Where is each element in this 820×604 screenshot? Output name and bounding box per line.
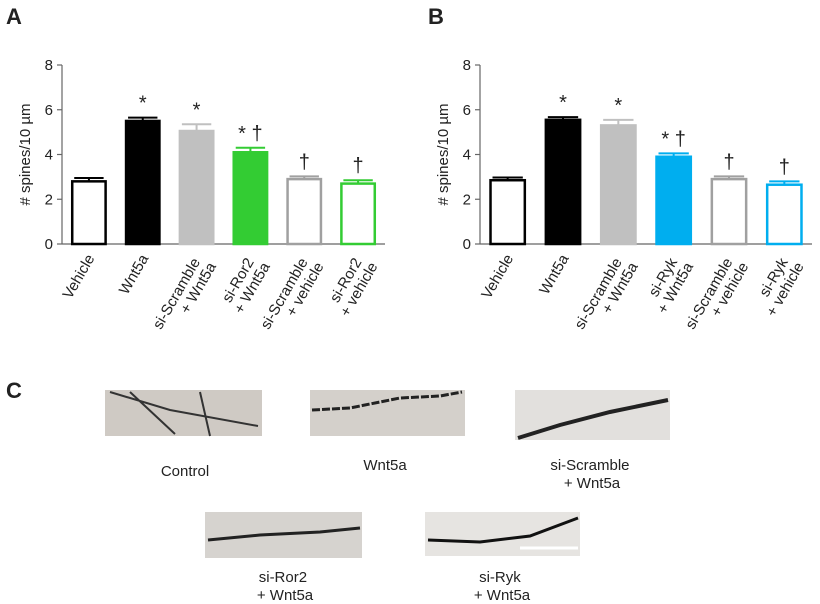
bar <box>710 177 748 246</box>
bar <box>178 129 215 246</box>
bar <box>70 180 107 246</box>
caption: si-Ror2 + Wnt5a <box>257 569 314 604</box>
significance-label: * <box>559 92 567 114</box>
bar <box>232 151 269 246</box>
x-tick-label: si-Ror2 + Wnt5a <box>217 251 274 317</box>
micrographs <box>105 390 670 558</box>
caption: Wnt5a <box>363 457 407 474</box>
x-tick-label: Wnt5a <box>116 251 153 298</box>
caption: si-Scramble + Wnt5a <box>550 457 633 492</box>
significance-label: * <box>614 95 622 117</box>
micrograph <box>310 390 465 436</box>
significance-label: † <box>353 155 364 177</box>
dendrite <box>109 391 259 437</box>
y-tick-label: 2 <box>463 191 471 208</box>
bar <box>124 119 161 246</box>
significance-label: * <box>139 93 147 115</box>
panel-label: B <box>428 4 444 29</box>
bar <box>544 118 582 246</box>
caption: Control <box>161 463 209 480</box>
x-tick-label: Wnt5a <box>536 251 573 298</box>
bar <box>655 155 693 246</box>
x-tick-label: Vehicle <box>59 252 98 302</box>
x-tick-label: si-Scramble + Wnt5a <box>571 251 642 340</box>
x-tick-label: si-Ryk + vehicle <box>749 252 807 320</box>
bar <box>286 177 323 246</box>
bar <box>765 183 803 246</box>
bar <box>340 182 377 246</box>
y-tick-label: 4 <box>45 147 53 164</box>
panel-label: A <box>6 4 22 29</box>
x-tick-label: si-Ryk + Wnt5a <box>640 251 697 317</box>
bar <box>489 178 527 246</box>
y-axis-label: # spines/10 µm <box>435 103 452 205</box>
y-tick-label: 2 <box>45 191 53 208</box>
y-tick-label: 0 <box>463 236 471 253</box>
significance-label: † <box>299 151 310 173</box>
dendrite <box>427 516 579 544</box>
x-tick-label: Vehicle <box>478 252 517 302</box>
dendrite <box>517 398 669 440</box>
x-tick-label: si-Ror2 + vehicle <box>323 252 381 320</box>
significance-label: * † <box>661 128 685 150</box>
y-tick-label: 4 <box>463 147 471 164</box>
x-tick-label: si-Scramble + vehicle <box>682 252 752 341</box>
y-tick-label: 6 <box>45 102 53 119</box>
significance-label: † <box>723 151 734 173</box>
significance-label: † <box>779 156 790 178</box>
caption: si-Ryk + Wnt5a <box>474 569 531 604</box>
dendrite <box>207 526 361 542</box>
x-tick-label: si-Scramble + Wnt5a <box>150 251 221 340</box>
y-tick-label: 6 <box>463 102 471 119</box>
dendrite <box>311 390 463 412</box>
panel-label: C <box>6 378 22 403</box>
y-axis-label: # spines/10 µm <box>17 103 34 205</box>
significance-label: * <box>193 99 201 121</box>
y-tick-label: 8 <box>463 57 471 74</box>
y-tick-label: 8 <box>45 57 53 74</box>
significance-label: * † <box>238 123 262 145</box>
bar <box>599 124 637 246</box>
y-tick-label: 0 <box>45 236 53 253</box>
